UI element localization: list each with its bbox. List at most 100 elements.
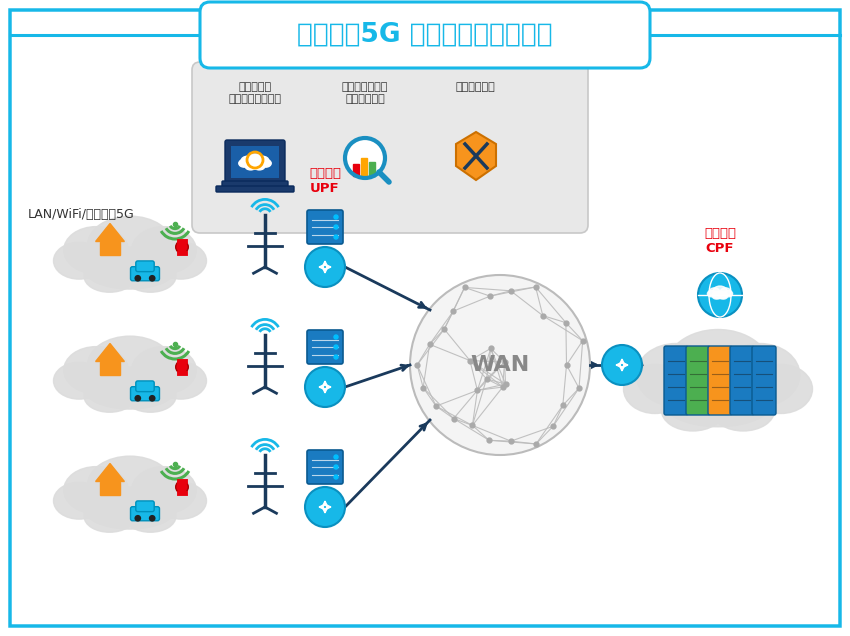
Circle shape (334, 475, 338, 479)
Ellipse shape (712, 291, 728, 298)
FancyBboxPatch shape (222, 181, 288, 189)
Ellipse shape (156, 363, 207, 399)
Ellipse shape (713, 286, 727, 296)
Ellipse shape (132, 347, 196, 394)
Ellipse shape (54, 482, 105, 519)
FancyBboxPatch shape (216, 186, 294, 192)
Circle shape (698, 273, 742, 317)
Circle shape (334, 345, 338, 349)
Ellipse shape (709, 288, 720, 296)
Circle shape (334, 465, 338, 469)
Circle shape (149, 395, 156, 402)
Ellipse shape (132, 226, 196, 274)
Ellipse shape (712, 294, 721, 299)
Ellipse shape (64, 467, 128, 514)
Ellipse shape (83, 367, 177, 409)
Polygon shape (456, 132, 496, 180)
Ellipse shape (88, 216, 173, 274)
Ellipse shape (84, 501, 135, 532)
FancyBboxPatch shape (730, 346, 754, 415)
Circle shape (149, 515, 156, 522)
Ellipse shape (246, 163, 256, 170)
Ellipse shape (83, 247, 177, 289)
Ellipse shape (255, 156, 269, 166)
Ellipse shape (125, 501, 176, 532)
Ellipse shape (239, 160, 250, 167)
Circle shape (176, 481, 189, 494)
FancyBboxPatch shape (100, 481, 120, 495)
Ellipse shape (661, 389, 724, 431)
Text: モバイル
CPF: モバイル CPF (704, 227, 736, 255)
Circle shape (305, 487, 345, 527)
FancyBboxPatch shape (361, 158, 367, 176)
Circle shape (410, 275, 590, 455)
Circle shape (134, 395, 141, 402)
FancyBboxPatch shape (100, 361, 120, 375)
Ellipse shape (720, 343, 800, 406)
FancyBboxPatch shape (131, 266, 160, 280)
Polygon shape (95, 343, 124, 361)
Ellipse shape (84, 261, 135, 293)
Circle shape (176, 361, 189, 373)
Ellipse shape (750, 364, 813, 413)
Ellipse shape (84, 381, 135, 412)
FancyBboxPatch shape (136, 381, 154, 392)
Ellipse shape (125, 261, 176, 293)
Ellipse shape (720, 288, 731, 296)
Circle shape (134, 275, 141, 282)
Ellipse shape (719, 294, 728, 299)
Circle shape (134, 515, 141, 522)
FancyBboxPatch shape (686, 346, 710, 415)
Circle shape (305, 367, 345, 407)
Text: LAN/WiFi/ローカル5G: LAN/WiFi/ローカル5G (28, 209, 135, 221)
Ellipse shape (83, 487, 177, 529)
FancyBboxPatch shape (136, 501, 154, 511)
Ellipse shape (666, 329, 770, 406)
FancyBboxPatch shape (231, 146, 279, 178)
Ellipse shape (54, 242, 105, 279)
FancyBboxPatch shape (708, 346, 732, 415)
Text: パフォーマンス
モニタリング: パフォーマンス モニタリング (342, 82, 388, 104)
Ellipse shape (241, 156, 255, 166)
Ellipse shape (724, 291, 733, 297)
Ellipse shape (64, 226, 128, 274)
Ellipse shape (64, 347, 128, 394)
FancyBboxPatch shape (10, 10, 840, 626)
Text: セキュリティ: セキュリティ (455, 82, 495, 92)
FancyBboxPatch shape (131, 387, 160, 401)
FancyBboxPatch shape (307, 210, 343, 244)
Ellipse shape (132, 467, 196, 514)
Circle shape (334, 335, 338, 339)
FancyBboxPatch shape (192, 62, 588, 233)
Ellipse shape (260, 160, 271, 167)
Circle shape (602, 345, 642, 385)
Circle shape (305, 247, 345, 287)
Ellipse shape (156, 482, 207, 519)
Ellipse shape (707, 291, 716, 297)
Circle shape (334, 225, 338, 229)
Text: ローカル5G レファレンスモデル: ローカル5G レファレンスモデル (298, 22, 552, 48)
FancyBboxPatch shape (354, 164, 360, 176)
Text: 統合管理・
プロビジョニング: 統合管理・ プロビジョニング (229, 82, 281, 104)
Text: WAN: WAN (470, 355, 530, 375)
FancyBboxPatch shape (307, 450, 343, 484)
Circle shape (334, 355, 338, 359)
Circle shape (345, 138, 385, 178)
FancyBboxPatch shape (131, 507, 160, 521)
Ellipse shape (254, 163, 264, 170)
Circle shape (334, 215, 338, 219)
Ellipse shape (711, 389, 774, 431)
Ellipse shape (624, 364, 687, 413)
Ellipse shape (54, 363, 105, 399)
FancyBboxPatch shape (664, 346, 688, 415)
FancyBboxPatch shape (136, 261, 154, 272)
Ellipse shape (245, 160, 265, 169)
Circle shape (334, 455, 338, 459)
FancyBboxPatch shape (307, 330, 343, 364)
Ellipse shape (125, 381, 176, 412)
FancyBboxPatch shape (200, 2, 650, 68)
FancyBboxPatch shape (225, 140, 285, 184)
FancyBboxPatch shape (752, 346, 776, 415)
Circle shape (334, 235, 338, 239)
Ellipse shape (660, 371, 776, 427)
